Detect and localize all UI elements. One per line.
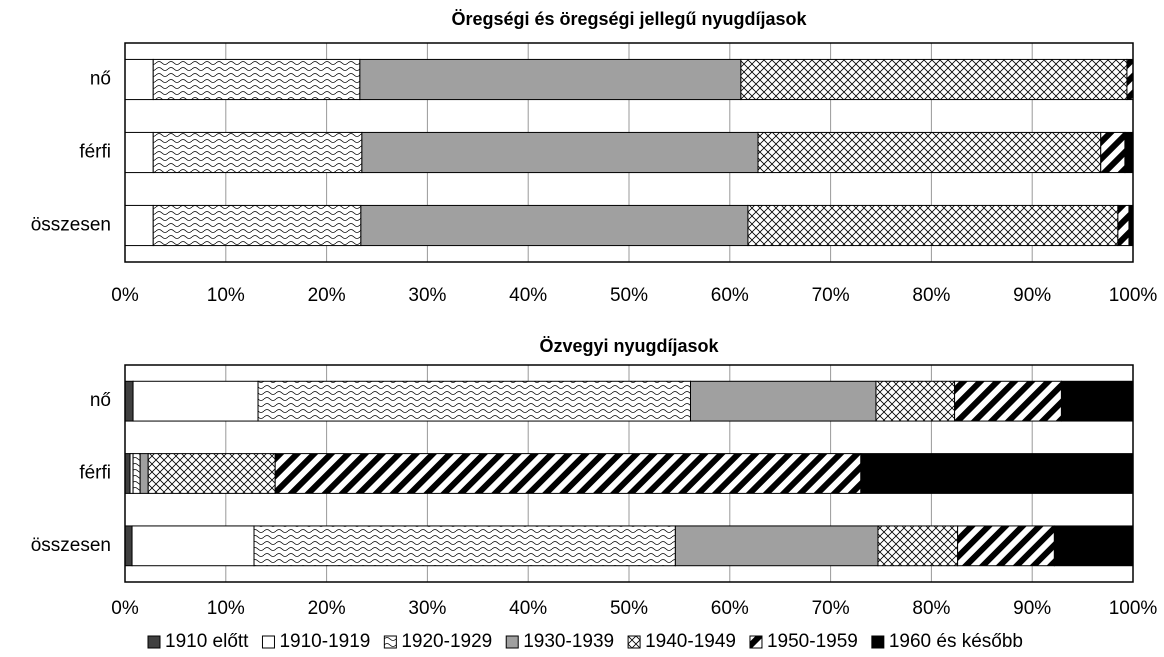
- bar-segment: [877, 525, 959, 567]
- y-tick-label: férfi: [79, 142, 111, 163]
- legend-label: 1920-1929: [401, 631, 492, 652]
- bar-segment: [957, 525, 1055, 567]
- bar-segment: [139, 453, 149, 494]
- y-tick-label: összesen: [31, 535, 111, 556]
- plot-frame: [124, 42, 1134, 263]
- chart-title: Öregségi és öregségi jellegű nyugdíjasok: [451, 9, 807, 29]
- bar-segment: [124, 525, 133, 567]
- legend-label: 1950-1959: [767, 631, 858, 652]
- bar-segment: [875, 380, 956, 422]
- bar-segment: [747, 204, 1119, 247]
- bar-segment: [147, 453, 276, 494]
- legend-swatch: [627, 635, 641, 649]
- y-tick-label: nő: [90, 69, 111, 90]
- bar-segment: [674, 525, 879, 567]
- bar-segment: [757, 131, 1102, 174]
- legend-label: 1910 előtt: [165, 631, 249, 652]
- x-tick-label: 0%: [111, 285, 139, 306]
- bar-segment: [124, 380, 134, 422]
- x-tick-label: 80%: [912, 598, 950, 619]
- legend-swatch: [261, 635, 275, 649]
- bar-segment: [1117, 204, 1130, 247]
- legend-swatch: [147, 635, 161, 649]
- bar-segment: [124, 204, 154, 247]
- x-tick-label: 10%: [207, 598, 245, 619]
- y-tick-label: összesen: [31, 215, 111, 236]
- x-tick-label: 20%: [308, 285, 346, 306]
- x-tick-label: 60%: [711, 598, 749, 619]
- bar-segment: [1100, 131, 1126, 174]
- legend-swatch: [871, 635, 885, 649]
- x-tick-label: 20%: [308, 598, 346, 619]
- bar-segment: [740, 58, 1128, 101]
- bar-segment: [954, 380, 1062, 422]
- x-tick-label: 50%: [610, 598, 648, 619]
- bar-segment: [253, 525, 676, 567]
- chart-title: Özvegyi nyugdíjasok: [539, 336, 719, 356]
- x-tick-label: 100%: [1109, 598, 1158, 619]
- bar-segment: [132, 453, 141, 494]
- x-tick-label: 80%: [912, 285, 950, 306]
- bar-segment: [124, 453, 131, 494]
- bar-segment: [1053, 525, 1134, 567]
- bar-segment: [360, 204, 749, 247]
- x-tick-label: 0%: [111, 598, 139, 619]
- legend-label: 1930-1939: [523, 631, 614, 652]
- bar-segment: [132, 380, 259, 422]
- x-tick-label: 10%: [207, 285, 245, 306]
- bar-segment: [1126, 58, 1134, 101]
- bar-segment: [1124, 131, 1134, 174]
- y-tick-label: nő: [90, 390, 111, 411]
- legend-label: 1960 és később: [889, 631, 1023, 652]
- bar-segment: [152, 131, 363, 174]
- x-tick-label: 50%: [610, 285, 648, 306]
- x-tick-label: 70%: [812, 285, 850, 306]
- x-tick-label: 40%: [509, 598, 547, 619]
- x-tick-label: 60%: [711, 285, 749, 306]
- bar-segment: [124, 58, 154, 101]
- bar-segment: [152, 58, 361, 101]
- x-tick-label: 40%: [509, 285, 547, 306]
- legend-swatch: [749, 635, 763, 649]
- legend-label: 1910-1919: [279, 631, 370, 652]
- legend-label: 1940-1949: [645, 631, 736, 652]
- bar-segment: [860, 453, 1134, 494]
- bar-segment: [257, 380, 691, 422]
- bar-segment: [152, 204, 362, 247]
- x-tick-label: 90%: [1013, 598, 1051, 619]
- bar-segment: [1060, 380, 1134, 422]
- x-tick-label: 70%: [812, 598, 850, 619]
- legend-swatch: [383, 635, 397, 649]
- legend-swatch: [505, 635, 519, 649]
- x-tick-label: 30%: [408, 598, 446, 619]
- bar-segment: [361, 131, 759, 174]
- bar-segment: [359, 58, 742, 101]
- bar-segment: [124, 131, 154, 174]
- bar-segment: [131, 525, 255, 567]
- bar-segment: [689, 380, 877, 422]
- bar-segment: [274, 453, 862, 494]
- x-tick-label: 30%: [408, 285, 446, 306]
- x-tick-label: 90%: [1013, 285, 1051, 306]
- y-tick-label: férfi: [79, 463, 111, 484]
- plot-frame: [124, 364, 1134, 583]
- x-tick-label: 100%: [1109, 285, 1158, 306]
